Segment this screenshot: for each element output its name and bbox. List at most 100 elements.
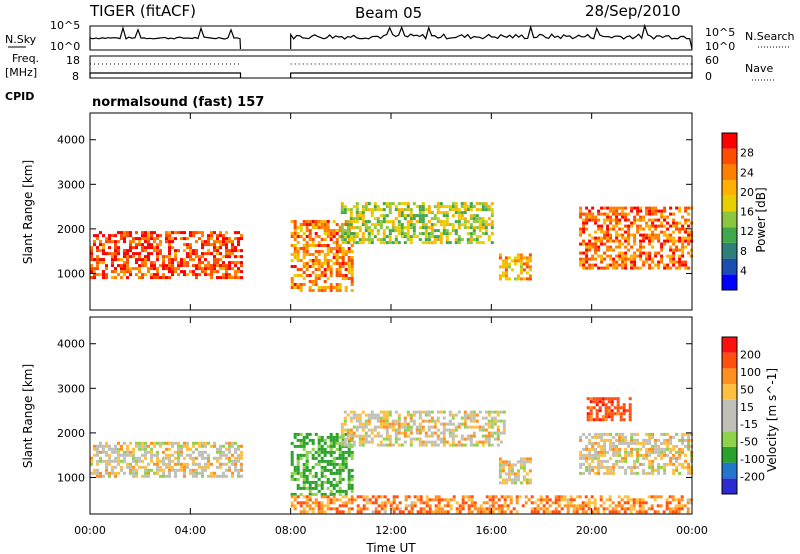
heatmap-cell [469,202,473,206]
heatmap-cell [219,444,222,448]
heatmap-cell [624,266,628,270]
heatmap-cell [382,235,386,239]
heatmap-cell [129,255,132,259]
heatmap-cell [430,419,434,423]
heatmap-cell [341,438,345,442]
heatmap-cell [663,468,667,472]
heatmap-cell [593,510,597,514]
heatmap-cell [436,220,440,224]
heatmap-cell [349,410,353,414]
heatmap-cell [394,422,398,426]
heatmap-cell [311,289,315,292]
heatmap-cell [168,249,171,253]
heatmap-cell [654,450,658,454]
heatmap-cell [171,267,174,271]
heatmap-cell [329,468,333,472]
heatmap-cell [421,208,425,212]
heatmap-cell [597,245,601,249]
heatmap-cell [621,459,625,463]
heatmap-cell [615,245,619,249]
heatmap-cell [639,266,643,270]
heatmap-cell [650,507,654,511]
heatmap-cell [496,437,500,441]
heatmap-cell [636,441,640,445]
heatmap-cell [498,469,502,473]
heatmap-cell [382,238,386,242]
heatmap-cell [117,456,120,460]
heatmap-cell [615,438,619,442]
heatmap-cell [367,241,371,245]
heatmap-cell [460,443,464,447]
heatmap-cell [651,218,655,222]
heatmap-cell [451,434,455,438]
heatmap-cell [105,468,108,472]
heatmap-cell [99,273,102,277]
heatmap-cell [347,510,351,514]
heatmap-cell [207,240,210,244]
heatmap-cell [427,440,431,444]
heatmap-cell [416,498,420,502]
heatmap-cell [150,273,153,277]
heatmap-cell [228,465,231,469]
heatmap-cell [332,483,336,487]
heatmap-cell [404,495,408,499]
heatmap-cell [588,263,592,267]
heatmap-cell [225,264,228,268]
heatmap-cell [338,480,342,484]
heatmap-cell [320,223,324,226]
heatmap-cell [290,280,294,283]
heatmap-cell [234,273,237,277]
heatmap-cell [418,413,422,417]
heatmap-cell [364,220,368,224]
heatmap-cell [434,507,438,511]
heatmap-cell [525,478,529,482]
heatmap-cell [168,252,171,256]
heatmap-cell [293,477,297,481]
heatmap-cell [305,441,309,445]
heatmap-cell [566,510,570,514]
heatmap-cell [603,450,607,454]
heatmap-cell [308,492,312,496]
heatmap-cell [636,266,640,270]
heatmap-cell [350,507,354,511]
heatmap-cell [522,262,526,266]
heatmap-cell [150,264,153,268]
heatmap-cell [530,510,534,514]
heatmap-cell [117,447,120,451]
heatmap-cell [293,444,297,448]
heatmap-cell [621,236,625,240]
heatmap-cell [344,489,348,493]
heatmap-cell [672,444,676,448]
heatmap-cell [490,434,494,438]
heatmap-cell [487,434,491,438]
heatmap-cell [604,418,608,422]
heatmap-cell [156,276,159,280]
heatmap-cell [302,250,306,253]
heatmap-cell [314,277,318,280]
heatmap-cell [314,501,318,505]
heatmap-cell [684,236,688,240]
heatmap-cell [481,241,485,245]
heatmap-cell [102,459,105,463]
heatmap-cell [621,209,625,213]
heatmap-cell [156,465,159,469]
heatmap-cell [162,474,165,478]
heatmap-cell [231,246,234,250]
heatmap-cell [616,406,620,410]
heatmap-cell [332,492,336,496]
heatmap-cell [135,261,138,265]
heatmap-cell [463,226,467,230]
heatmap-cell [326,268,330,271]
heatmap-cell [597,227,601,231]
heatmap-cell [102,270,105,274]
heatmap-cell [612,444,616,448]
heatmap-cell [323,253,327,256]
heatmap-cell [400,214,404,218]
heatmap-cell [126,261,129,265]
heatmap-cell [609,233,613,237]
heatmap-cell [93,234,96,238]
heatmap-cell [299,453,303,457]
heatmap-cell [510,268,514,272]
heatmap-cell [120,468,123,472]
heatmap-cell [624,257,628,261]
